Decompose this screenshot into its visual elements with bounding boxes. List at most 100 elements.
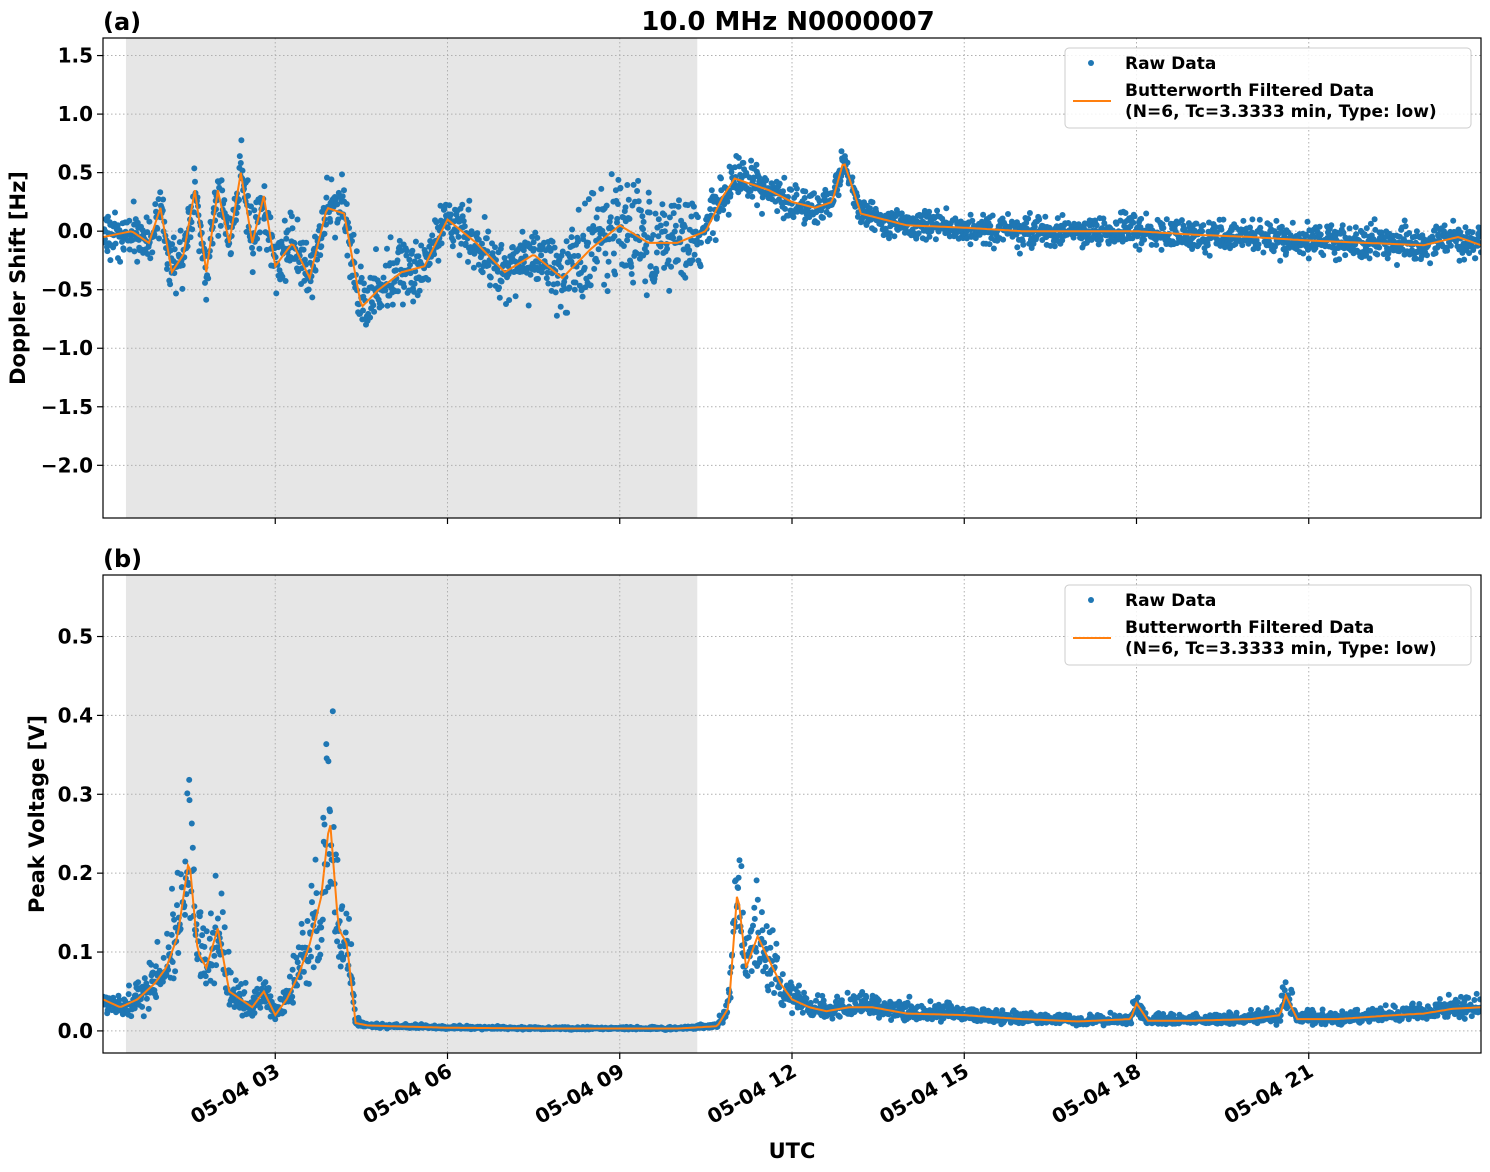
raw-data-point [334, 856, 341, 863]
raw-data-point [624, 182, 631, 188]
raw-data-point [714, 214, 720, 220]
raw-data-point [1304, 218, 1311, 225]
raw-data-point [580, 232, 587, 239]
raw-data-point [304, 918, 311, 924]
raw-data-point [168, 931, 175, 938]
raw-data-point [227, 969, 234, 976]
raw-data-point [309, 294, 316, 301]
raw-data-point [932, 236, 939, 243]
raw-data-point [160, 954, 167, 961]
raw-data-point [239, 167, 246, 174]
raw-data-point [593, 214, 600, 221]
raw-data-point [380, 274, 387, 281]
raw-data-point [171, 246, 178, 253]
raw-data-point [581, 264, 588, 271]
raw-data-point [105, 213, 111, 220]
raw-data-point [676, 197, 682, 204]
raw-data-point [1305, 255, 1312, 262]
raw-data-point [314, 944, 321, 951]
raw-data-point [1141, 236, 1148, 243]
raw-data-point [171, 916, 178, 923]
raw-data-point [591, 265, 598, 272]
raw-data-point [543, 275, 550, 282]
raw-data-point [659, 201, 666, 208]
raw-data-point [212, 872, 219, 879]
raw-data-point [640, 218, 647, 225]
raw-data-point [479, 240, 485, 247]
raw-data-point [668, 263, 675, 270]
raw-data-point [261, 183, 268, 190]
raw-data-point [844, 989, 851, 996]
raw-data-point [323, 221, 329, 228]
raw-data-point [249, 244, 255, 251]
raw-data-point [228, 250, 234, 257]
raw-data-point [568, 234, 575, 241]
raw-data-point [346, 915, 352, 922]
raw-data-point [401, 284, 408, 290]
raw-data-point [310, 964, 317, 971]
raw-data-point [529, 233, 536, 240]
raw-data-point [671, 228, 678, 235]
raw-data-point [1277, 257, 1284, 264]
raw-data-point [575, 252, 582, 259]
raw-data-point [459, 213, 466, 220]
raw-data-point [465, 206, 472, 213]
legend-label-filtered: (N=6, Tc=3.3333 min, Type: low) [1125, 102, 1437, 122]
raw-data-point [1300, 250, 1307, 257]
raw-data-point [1384, 255, 1391, 262]
raw-data-point [453, 228, 460, 235]
raw-data-point [360, 307, 366, 314]
raw-data-point [980, 211, 987, 218]
raw-data-point [431, 251, 438, 258]
raw-data-point [1450, 217, 1457, 224]
raw-data-point [1371, 216, 1378, 223]
raw-data-point [1418, 253, 1425, 260]
raw-data-point [763, 923, 770, 930]
raw-data-point [1412, 255, 1419, 262]
raw-data-point [538, 252, 545, 259]
raw-data-point [547, 247, 554, 254]
raw-data-point [1303, 231, 1309, 238]
raw-data-point [675, 203, 682, 210]
raw-data-point [196, 248, 203, 255]
raw-data-point [496, 284, 502, 291]
raw-data-point [461, 223, 468, 230]
raw-data-point [782, 205, 788, 212]
raw-data-point [1233, 1009, 1240, 1016]
raw-data-point [1366, 255, 1373, 262]
raw-data-point [286, 973, 293, 980]
raw-data-point [1317, 231, 1324, 238]
raw-data-point [249, 269, 256, 276]
raw-data-point [236, 153, 243, 160]
raw-data-point [760, 182, 767, 189]
raw-data-point [154, 938, 161, 945]
raw-data-point [1025, 215, 1032, 222]
raw-data-point [283, 235, 290, 242]
raw-data-point [1059, 212, 1066, 218]
raw-data-point [146, 218, 153, 225]
raw-data-point [598, 185, 605, 192]
raw-data-point [1042, 213, 1049, 220]
raw-data-point [281, 217, 288, 224]
raw-data-point [126, 217, 133, 224]
raw-data-point [1367, 220, 1374, 227]
raw-data-point [625, 196, 632, 203]
y-tick-label: −0.5 [41, 278, 93, 302]
raw-data-point [203, 296, 210, 303]
raw-data-point [1278, 223, 1285, 230]
raw-data-point [149, 249, 156, 256]
raw-data-point [303, 239, 310, 246]
raw-data-point [527, 271, 534, 278]
raw-data-point [426, 260, 433, 267]
y-tick-label: 0.5 [58, 161, 93, 185]
raw-data-point [574, 238, 581, 245]
raw-data-point [614, 215, 621, 222]
raw-data-point [788, 186, 795, 193]
raw-data-point [647, 263, 654, 270]
raw-data-point [179, 285, 186, 292]
raw-data-point [1047, 242, 1054, 249]
raw-data-point [990, 245, 997, 252]
raw-data-point [462, 240, 469, 247]
raw-data-point [321, 230, 328, 237]
legend-label-filtered: Butterworth Filtered Data [1125, 81, 1374, 101]
